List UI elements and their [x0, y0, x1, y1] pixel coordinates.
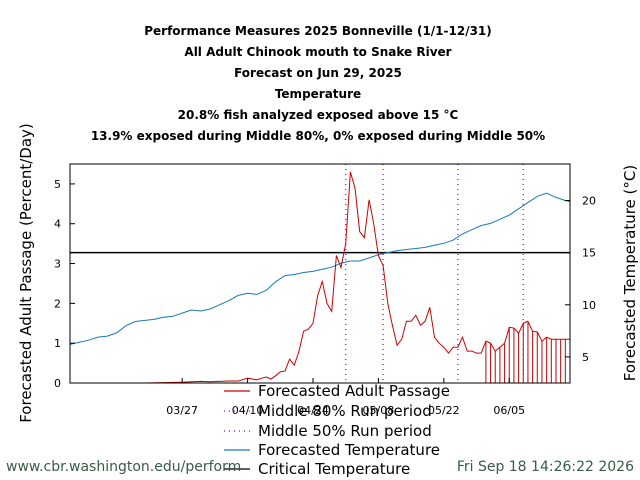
plot-area [69, 164, 571, 384]
legend: Forecasted Adult Passage Middle 80% Run p… [224, 382, 450, 478]
title-line: Temperature [275, 87, 361, 101]
y-tick-label: 2 [54, 297, 61, 310]
x-tick-label: 06/05 [493, 404, 525, 417]
y-tick-label: 4 [54, 218, 61, 231]
legend-entry-label: Forecasted Temperature [258, 441, 440, 459]
y2-tick-label: 15 [582, 247, 596, 260]
y-tick-label: 1 [54, 337, 61, 350]
x-tick-label: 04/24 [297, 404, 329, 417]
plot-frame [69, 163, 571, 384]
x-tick-label: 05/08 [363, 404, 395, 417]
y-axis-label: Forecasted Adult Passage (Percent/Day) [17, 123, 35, 423]
chart-title: Performance Measures 2025 Bonneville (1/… [91, 24, 545, 143]
x-tick-label: 03/27 [166, 404, 198, 417]
legend-entry-label: Middle 80% Run period [258, 402, 432, 420]
axes: 0 1 2 3 4 5 5 10 15 20 03/27 04/10 04/24 05/08 05/22 06… [54, 163, 596, 417]
title-line: All Adult Chinook mouth to Snake River [184, 45, 451, 59]
passage-series-line [70, 171, 570, 384]
legend-entry-label: Critical Temperature [258, 460, 410, 478]
footer-url[interactable]: www.cbr.washington.edu/perform [6, 459, 241, 475]
x-tick-label: 05/22 [428, 404, 460, 417]
y2-tick-label: 10 [582, 299, 596, 312]
title-line: Performance Measures 2025 Bonneville (1/… [144, 24, 492, 38]
legend-entry-label: Forecasted Adult Passage [258, 382, 450, 400]
y-tick-label: 5 [54, 178, 61, 191]
temperature-series-line [69, 192, 571, 345]
footer-timestamp: Fri Sep 18 14:26:22 2026 [457, 459, 634, 475]
y2-tick-label: 20 [582, 195, 596, 208]
legend-entry-label: Middle 50% Run period [258, 422, 432, 440]
y-tick-label: 0 [54, 377, 61, 390]
title-line: 20.8% fish analyzed exposed above 15 °C [178, 108, 459, 122]
y2-axis-label: Forecasted Temperature (°C) [621, 165, 639, 381]
title-line: Forecast on Jun 29, 2025 [234, 66, 402, 80]
title-line: 13.9% exposed during Middle 80%, 0% expo… [91, 129, 545, 143]
x-tick-label: 04/10 [232, 404, 264, 417]
y2-tick-label: 5 [582, 351, 589, 364]
y-tick-label: 3 [54, 258, 61, 271]
